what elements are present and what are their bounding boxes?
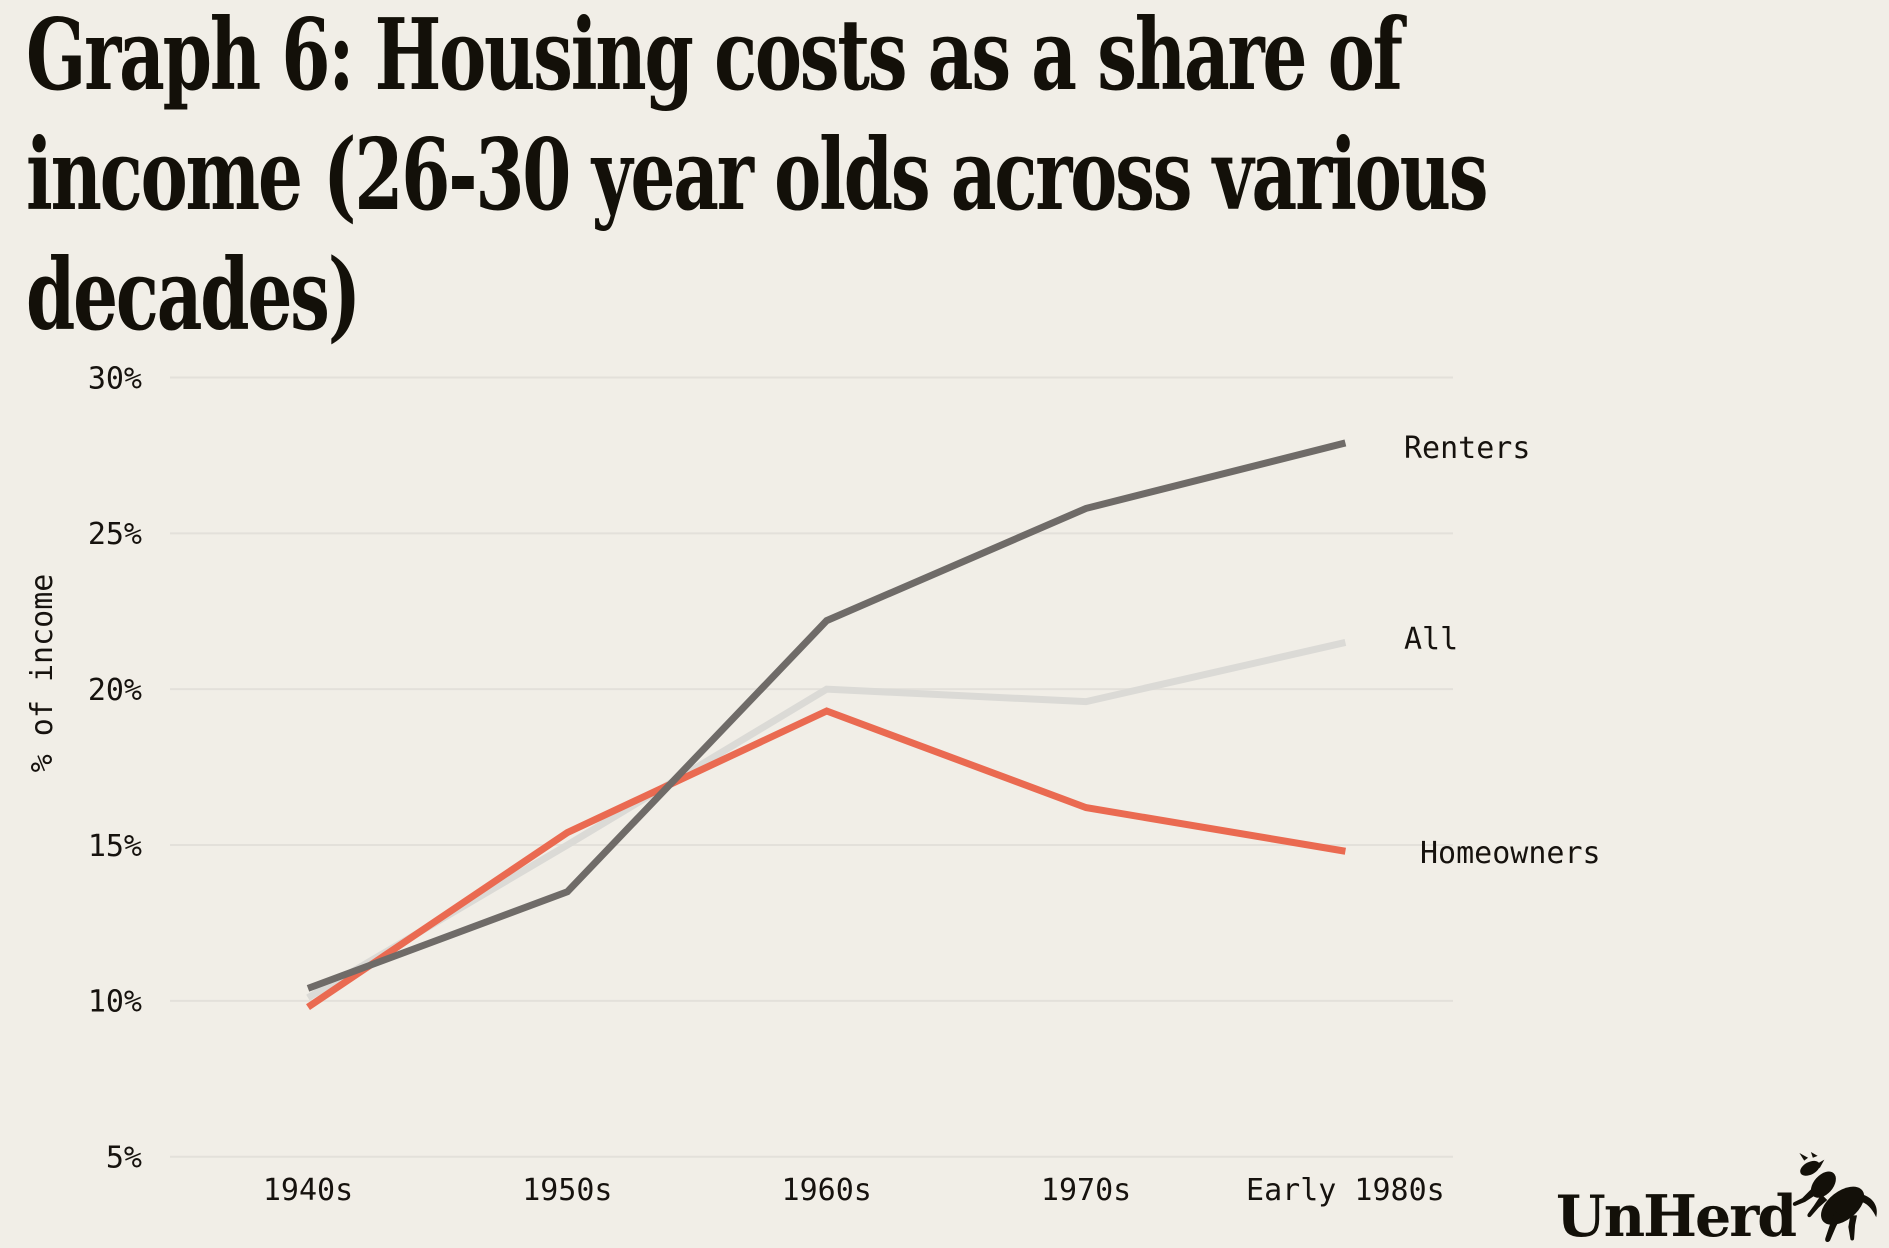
page-title-line-1: Graph 6: Housing costs as a share of bbox=[26, 0, 1403, 113]
x-tick-label: 1940s bbox=[263, 1173, 353, 1208]
series-label-all: All bbox=[1404, 622, 1458, 657]
y-axis-title: % of income bbox=[25, 574, 60, 773]
x-tick-label: 1950s bbox=[522, 1173, 612, 1208]
y-tick-label: 15% bbox=[88, 829, 142, 864]
y-tick-label: 5% bbox=[106, 1141, 142, 1176]
series-line-all bbox=[306, 639, 1347, 1001]
page-title-line-2: income (26-30 year olds across various bbox=[26, 118, 1489, 233]
series-line-renters bbox=[306, 439, 1347, 992]
y-tick-label: 30% bbox=[88, 361, 142, 396]
x-tick-label: 1960s bbox=[782, 1173, 872, 1208]
series-label-renters: Renters bbox=[1404, 431, 1530, 466]
page-title-line-3: decades) bbox=[26, 238, 361, 353]
x-tick-label: Early 1980s bbox=[1246, 1173, 1445, 1208]
x-tick-label: 1970s bbox=[1041, 1173, 1131, 1208]
page-title: Graph 6: Housing costs as a share of inc… bbox=[26, 0, 1889, 356]
unherd-wordmark: UnHerd bbox=[1556, 1183, 1797, 1248]
y-tick-label: 25% bbox=[88, 517, 142, 552]
series-line-homeowners bbox=[306, 707, 1346, 1010]
y-tick-label: 20% bbox=[88, 673, 142, 708]
y-tick-label: 10% bbox=[88, 985, 142, 1020]
unherd-logo: UnHerd bbox=[1556, 1152, 1877, 1248]
unherd-cow-icon bbox=[1792, 1152, 1877, 1242]
series-label-homeowners: Homeowners bbox=[1420, 836, 1601, 871]
